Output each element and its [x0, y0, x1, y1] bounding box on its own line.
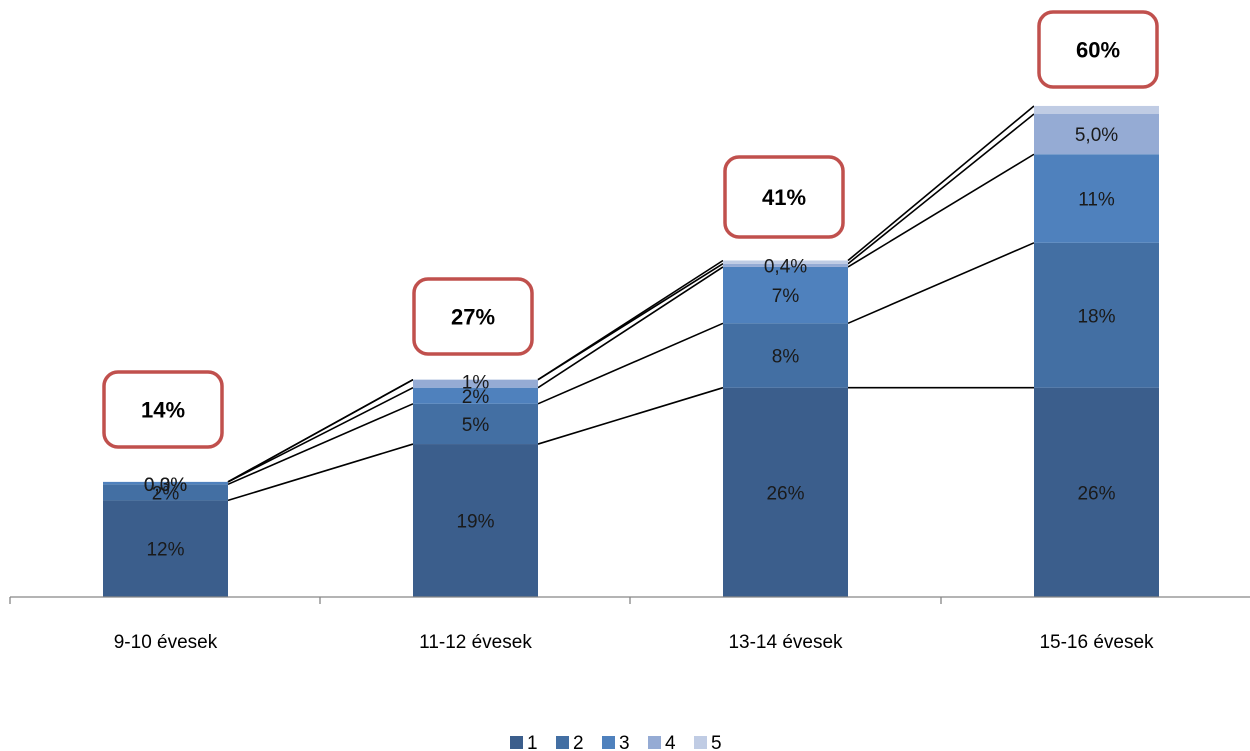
- series-line-3: [227, 386, 414, 483]
- bar-segment-2: [723, 323, 848, 388]
- legend-swatch-5: [694, 736, 707, 749]
- data-label: 5%: [462, 415, 490, 436]
- data-label: 0,4%: [764, 257, 807, 278]
- series-line-5: [227, 378, 414, 483]
- data-label: 19%: [456, 512, 494, 533]
- legend-label-5: 5: [711, 733, 722, 751]
- legend-swatch-3: [602, 736, 615, 749]
- series-line-1: [537, 386, 724, 445]
- x-tick-label: 9-10 évesek: [114, 632, 218, 653]
- bar-segment-2: [1034, 242, 1159, 388]
- bar-segment-3: [1034, 154, 1159, 243]
- bar-segment-3: [103, 481, 228, 485]
- data-label: 7%: [772, 286, 800, 307]
- x-tick-label: 13-14 évesek: [728, 632, 843, 653]
- category-labels: 9-10 évesek 11-12 évesek 13-14 évesek 15-16…: [114, 632, 1154, 653]
- legend-label-1: 1: [527, 733, 538, 751]
- total-label: 27%: [451, 305, 495, 330]
- legend-swatch-2: [556, 736, 569, 749]
- series-line-1: [227, 443, 414, 502]
- series-line-3: [537, 266, 724, 389]
- legend: 1 2 3 4 5: [510, 733, 722, 751]
- bar-segment-1: [413, 444, 538, 597]
- bar-segment-1: [723, 387, 848, 597]
- data-label: 2%: [462, 387, 490, 408]
- x-tick-label: 11-12 évesek: [419, 632, 532, 653]
- data-label: 5,0%: [1075, 125, 1118, 146]
- series-line-5: [847, 105, 1035, 262]
- data-label: 0,0%: [144, 475, 187, 496]
- total-callout-box: [412, 277, 534, 356]
- bar-segment-1: [103, 500, 228, 597]
- data-label: 8%: [772, 347, 800, 368]
- series-line-3: [847, 153, 1035, 268]
- series-line-2: [537, 322, 724, 405]
- bar-segment-2: [103, 484, 228, 501]
- series-connector-lines: [227, 105, 1035, 502]
- data-label: 26%: [1077, 483, 1115, 504]
- bar-segment-3: [723, 266, 848, 324]
- data-label: 26%: [766, 483, 804, 504]
- data-label: 18%: [1077, 306, 1115, 327]
- data-label: 1%: [462, 373, 490, 394]
- x-tick-label: 15-16 évesek: [1039, 632, 1154, 653]
- data-label: 0,3%: [144, 475, 187, 496]
- bar-segment-4: [1034, 114, 1159, 155]
- total-label: 60%: [1076, 38, 1120, 63]
- legend-label-4: 4: [665, 733, 676, 751]
- series-line-5: [537, 259, 724, 381]
- total-callout-box: [723, 155, 845, 239]
- bar-segment-4: [723, 263, 848, 267]
- total-callouts: 14% 27% 41% 60%: [102, 10, 1159, 449]
- bar-segment-5: [723, 260, 848, 264]
- data-label: 11%: [1078, 190, 1115, 211]
- legend-label-3: 3: [619, 733, 630, 751]
- data-label: 2%: [152, 483, 180, 504]
- series-line-2: [227, 403, 414, 486]
- bar-segments: [103, 105, 1159, 597]
- bar-segment-3: [413, 387, 538, 404]
- series-line-4: [847, 113, 1035, 265]
- bar-segment-5: [1034, 105, 1159, 114]
- legend-label-2: 2: [573, 733, 584, 751]
- series-line-2: [847, 242, 1035, 325]
- total-callout-box: [102, 370, 224, 449]
- total-callout-box: [1037, 10, 1159, 89]
- data-labels: 12%2%0,3%0,0%19%5%2%1%26%8%7%0,4%26%18%1…: [144, 125, 1118, 561]
- bar-segment-2: [413, 403, 538, 445]
- bar-segment-1: [1034, 387, 1159, 597]
- x-axis: [9, 596, 1250, 604]
- data-label: 12%: [146, 540, 184, 561]
- legend-swatch-4: [648, 736, 661, 749]
- total-label: 14%: [141, 398, 185, 423]
- bar-segment-4: [413, 379, 538, 388]
- total-label: 41%: [762, 185, 806, 210]
- legend-swatch-1: [510, 736, 523, 749]
